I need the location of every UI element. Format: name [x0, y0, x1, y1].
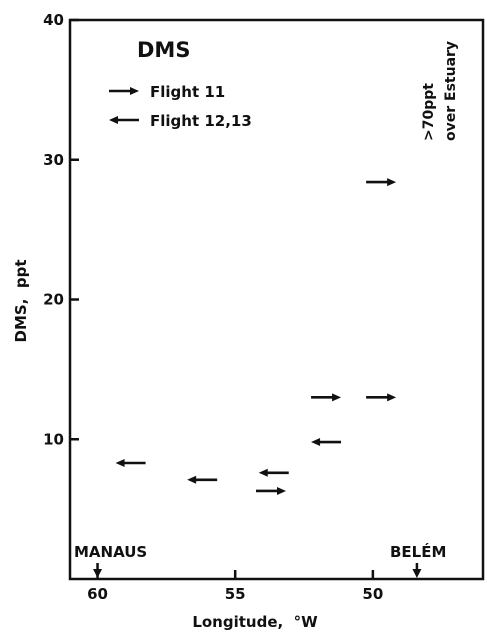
estuary-annotation: >70ppt over Estuary — [421, 41, 459, 141]
manaus-down-arrow — [93, 563, 102, 578]
legend-arrow-flight-12-13 — [109, 116, 139, 124]
marker-flight-11 — [256, 487, 286, 495]
x-tick-label: 60 — [87, 585, 108, 603]
marker-flight-12-13 — [259, 469, 289, 477]
marker-flight-11 — [366, 393, 396, 401]
marker-flight-12-13 — [311, 438, 341, 446]
legend-arrow-east-icon — [109, 87, 139, 95]
axis-ticks — [70, 20, 373, 579]
belem-label: BELÉM — [390, 542, 446, 561]
y-axis-title: DMS, ppt — [12, 260, 30, 343]
x-tick-label: 55 — [225, 585, 246, 603]
legend-label-flight-11: Flight 11 — [150, 83, 225, 101]
x-axis-title: Longitude, °W — [192, 613, 318, 631]
manaus-arrow-icon — [93, 563, 102, 578]
y-tick-label: 40 — [43, 11, 64, 29]
estuary-annotation-line1: >70ppt — [421, 83, 437, 141]
marker-flight-12-13 — [116, 459, 146, 467]
legend: Flight 11 Flight 12,13 — [109, 83, 252, 130]
x-tick-label: 50 — [362, 585, 383, 603]
marker-flight-11 — [311, 393, 341, 401]
y-tick-label: 20 — [43, 291, 64, 309]
estuary-annotation-line2: over Estuary — [443, 41, 459, 141]
marker-flight-11 — [366, 178, 396, 186]
legend-arrow-flight-11 — [109, 87, 139, 95]
y-tick-label: 10 — [43, 430, 64, 448]
chart-title: DMS — [137, 38, 190, 62]
belem-arrow-icon — [412, 563, 421, 578]
belem-down-arrow — [412, 563, 421, 578]
manaus-label: MANAUS — [74, 543, 147, 561]
data-markers — [116, 178, 397, 495]
legend-label-flight-12-13: Flight 12,13 — [150, 112, 252, 130]
legend-arrow-west-icon — [109, 116, 139, 124]
y-tick-label: 30 — [43, 151, 64, 169]
marker-flight-12-13 — [187, 476, 217, 484]
